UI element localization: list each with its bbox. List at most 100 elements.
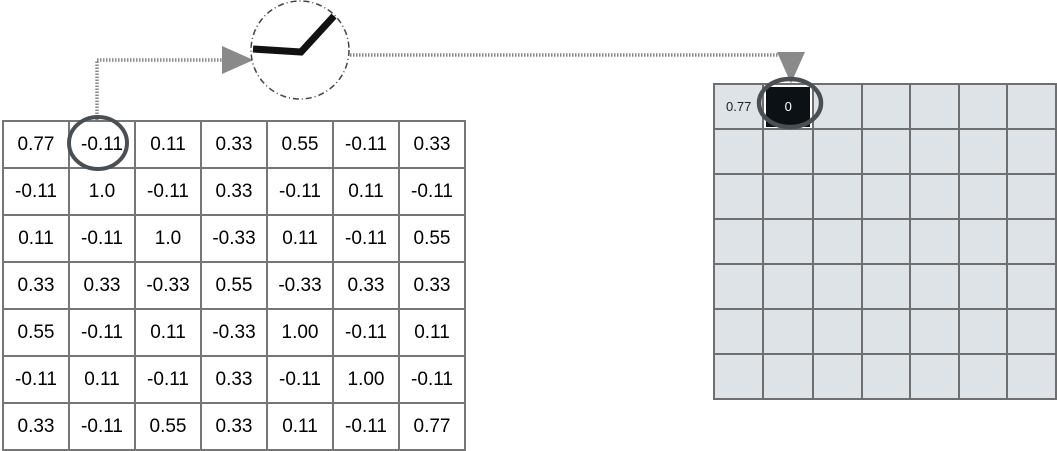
output-row	[712, 263, 1057, 310]
function-to-output-arrow	[350, 52, 805, 84]
input-cell: -0.11	[2, 167, 70, 216]
input-cell: 0.55	[398, 214, 466, 263]
input-cell: -0.11	[68, 214, 136, 263]
input-cell: -0.11	[332, 402, 400, 451]
input-cell: 0.33	[200, 120, 268, 169]
output-row	[712, 173, 1057, 220]
output-row	[712, 128, 1057, 175]
input-cell: 0.55	[200, 261, 268, 310]
output-cell	[909, 173, 960, 220]
input-cell: 0.11	[134, 120, 202, 169]
relu-graph-icon	[252, 13, 337, 56]
input-row: 0.55 -0.11 0.11 -0.33 1.00 -0.11 0.11	[2, 308, 466, 357]
input-cell: -0.11	[266, 355, 334, 404]
output-cell	[712, 353, 765, 400]
input-cell: 0.11	[266, 214, 334, 263]
input-cell: 0.33	[2, 261, 70, 310]
output-cell	[860, 308, 912, 355]
output-cell	[909, 353, 960, 400]
output-cell	[1006, 83, 1057, 130]
output-cell	[957, 308, 1009, 355]
output-cell	[1006, 263, 1057, 310]
input-cell: 0.11	[332, 167, 400, 216]
output-cell	[860, 173, 912, 220]
input-cell: -0.11	[68, 120, 136, 169]
input-cell: 1.00	[332, 355, 400, 404]
input-cell: -0.11	[2, 355, 70, 404]
output-cell	[1006, 308, 1057, 355]
input-cell: 0.33	[200, 355, 268, 404]
output-cell	[762, 308, 815, 355]
input-row: 0.33 -0.11 0.55 0.33 0.11 -0.11 0.77	[2, 402, 466, 451]
input-cell: 0.55	[134, 402, 202, 451]
input-to-function-arrow	[95, 46, 254, 120]
output-cell	[860, 218, 912, 265]
input-cell: 1.0	[68, 167, 136, 216]
output-cell	[762, 173, 815, 220]
output-cell	[812, 83, 863, 130]
output-cell	[712, 263, 765, 310]
input-cell: 1.0	[134, 214, 202, 263]
input-cell: 0.33	[68, 261, 136, 310]
output-cell	[812, 218, 863, 265]
output-cell	[712, 218, 765, 265]
output-cell	[762, 128, 815, 175]
output-row: 0.77 0	[712, 83, 1057, 130]
output-cell	[812, 263, 863, 310]
output-cell	[1006, 218, 1057, 265]
input-cell: -0.11	[266, 167, 334, 216]
output-cell	[957, 173, 1009, 220]
output-row	[712, 308, 1057, 355]
output-cell	[860, 83, 912, 130]
input-matrix: 0.77 -0.11 0.11 0.33 0.55 -0.11 0.33 -0.11 1.0 -0…	[2, 120, 466, 451]
relu-function-circle	[250, 0, 350, 100]
input-cell: 0.77	[398, 402, 466, 451]
output-cell	[909, 263, 960, 310]
input-cell: -0.33	[200, 214, 268, 263]
input-cell: -0.11	[134, 167, 202, 216]
output-cell	[762, 263, 815, 310]
output-cell	[860, 263, 912, 310]
input-cell: 0.33	[2, 402, 70, 451]
input-cell: -0.33	[134, 261, 202, 310]
input-row: 0.33 0.33 -0.33 0.55 -0.33 0.33 0.33	[2, 261, 466, 310]
input-cell: 0.33	[200, 167, 268, 216]
input-row: -0.11 1.0 -0.11 0.33 -0.11 0.11 -0.11	[2, 167, 466, 216]
input-cell: 0.11	[68, 355, 136, 404]
input-row: 0.11 -0.11 1.0 -0.33 0.11 -0.11 0.55	[2, 214, 466, 263]
output-cell: 0	[762, 83, 815, 130]
output-cell	[1006, 353, 1057, 400]
output-cell	[1006, 173, 1057, 220]
output-cell	[1006, 128, 1057, 175]
input-cell: 0.33	[398, 120, 466, 169]
output-cell	[812, 308, 863, 355]
output-cell	[812, 128, 863, 175]
output-matrix: 0.77 0	[712, 83, 1057, 400]
input-cell: -0.11	[398, 167, 466, 216]
output-cell	[712, 173, 765, 220]
output-cell	[860, 128, 912, 175]
output-row	[712, 353, 1057, 400]
input-cell: -0.11	[332, 308, 400, 357]
input-cell: -0.11	[68, 402, 136, 451]
input-cell: -0.11	[398, 355, 466, 404]
input-cell: 0.33	[200, 402, 268, 451]
input-cell: -0.11	[68, 308, 136, 357]
input-cell: 0.11	[2, 214, 70, 263]
output-cell	[712, 128, 765, 175]
output-cell	[712, 308, 765, 355]
input-cell: 0.33	[332, 261, 400, 310]
input-cell: 0.77	[2, 120, 70, 169]
output-row	[712, 218, 1057, 265]
input-cell: 0.11	[134, 308, 202, 357]
output-cell	[762, 353, 815, 400]
output-cell	[957, 353, 1009, 400]
input-cell: 0.55	[266, 120, 334, 169]
output-cell	[957, 218, 1009, 265]
input-cell: 0.11	[266, 402, 334, 451]
input-row: 0.77 -0.11 0.11 0.33 0.55 -0.11 0.33	[2, 120, 466, 169]
input-cell: -0.11	[332, 120, 400, 169]
output-cell	[909, 128, 960, 175]
output-cell	[909, 308, 960, 355]
output-cell	[957, 128, 1009, 175]
